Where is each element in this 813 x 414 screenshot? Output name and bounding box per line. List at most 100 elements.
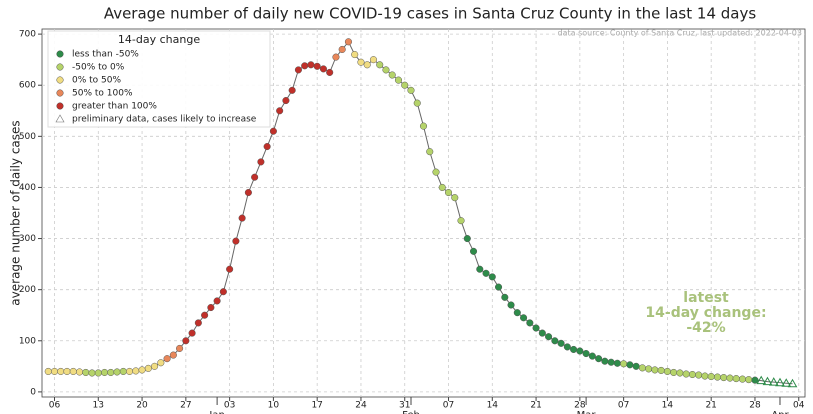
data-point: [551, 337, 559, 345]
annotation: -42%: [686, 320, 725, 336]
x-tick-label: 06: [49, 401, 61, 411]
data-point: [444, 189, 453, 197]
data-point: [113, 368, 121, 376]
x-tick-label: 07: [443, 401, 454, 411]
data-point: [263, 143, 271, 151]
data-point: [787, 378, 798, 388]
plot-area: [41, 28, 806, 398]
data-point: [301, 62, 309, 70]
data-point: [563, 343, 571, 351]
data-point: [588, 352, 596, 360]
data-point: [570, 345, 578, 354]
data-point: [188, 329, 196, 337]
x-tick-label: 20: [136, 401, 148, 411]
data-point: [176, 344, 184, 352]
data-point: [94, 369, 102, 377]
y-tick-label: 600: [19, 81, 36, 91]
x-major-label: Jan: [208, 410, 224, 414]
legend-label: -50% to 0%: [72, 63, 125, 73]
data-point: [507, 301, 515, 309]
data-point: [738, 375, 747, 383]
data-point: [294, 66, 302, 74]
data-point: [119, 367, 127, 375]
x-tick-label: 28: [574, 401, 586, 411]
data-point: [413, 99, 421, 107]
data-point: [426, 148, 434, 156]
legend-marker: [56, 76, 64, 84]
data-point: [726, 374, 734, 382]
data-point: [226, 265, 234, 273]
data-point: [701, 372, 709, 380]
data-point: [682, 370, 690, 378]
x-tick-label: 14: [662, 401, 674, 411]
legend-box: [47, 30, 271, 128]
y-tick-label: 400: [19, 183, 36, 193]
data-point: [257, 158, 265, 166]
data-point: [526, 319, 534, 327]
data-point: [69, 367, 77, 375]
data-point: [351, 51, 359, 59]
x-tick-label: 21: [530, 401, 541, 411]
data-point: [338, 45, 346, 53]
data-point: [313, 62, 321, 70]
data-point: [288, 86, 296, 94]
data-point: [169, 351, 177, 359]
data-point: [632, 362, 640, 370]
data-point: [326, 68, 334, 76]
data-point: [50, 367, 59, 375]
data-point: [520, 314, 528, 322]
legend-label: preliminary data, cases likely to increa…: [72, 115, 257, 125]
x-tick-label: 31: [399, 401, 410, 411]
data-point: [88, 369, 96, 377]
data-point: [651, 366, 659, 374]
data-point: [394, 76, 403, 84]
data-point: [732, 375, 740, 383]
annotation: 14-day change:: [645, 305, 766, 321]
data-point: [207, 304, 215, 312]
data-point: [532, 324, 540, 332]
data-point: [775, 377, 785, 387]
legend-label: less than -50%: [72, 50, 139, 60]
data-point: [238, 214, 246, 222]
data-point: [720, 374, 728, 382]
legend-label: 50% to 100%: [72, 89, 133, 99]
x-tick-label: 14: [487, 401, 499, 411]
data-point: [613, 359, 621, 367]
data-point: [494, 283, 503, 291]
data-point: [713, 373, 721, 381]
x-tick-label: 10: [268, 401, 280, 411]
data-point: [756, 375, 767, 385]
data-point: [100, 368, 109, 377]
data-point: [695, 371, 703, 379]
data-point: [357, 58, 365, 66]
y-tick-label: 500: [19, 132, 36, 142]
data-point: [762, 376, 773, 386]
data-point: [269, 127, 277, 135]
data-point: [201, 311, 209, 319]
data-point: [513, 309, 521, 317]
data-point: [232, 237, 240, 245]
data-point: [82, 368, 90, 377]
data-point: [219, 288, 227, 296]
data-point: [488, 273, 496, 281]
data-point: [607, 358, 615, 366]
data-point: [376, 61, 384, 69]
data-point: [657, 366, 665, 374]
x-tick-label: 03: [224, 401, 235, 411]
data-point: [344, 38, 353, 46]
data-point: [670, 368, 678, 377]
y-tick-label: 100: [19, 336, 36, 346]
data-point: [438, 183, 446, 191]
y-axis-label: average number of daily cases: [9, 120, 23, 305]
data-point: [244, 189, 252, 197]
data-point: [463, 235, 471, 243]
data-point: [469, 247, 478, 255]
y-tick-label: 300: [19, 234, 36, 244]
x-tick-label: 21: [705, 401, 716, 411]
data-point: [407, 86, 415, 94]
data-point: [545, 333, 553, 341]
x-tick-label: 24: [355, 401, 367, 411]
data-point: [501, 293, 509, 301]
data-point: [745, 376, 753, 384]
